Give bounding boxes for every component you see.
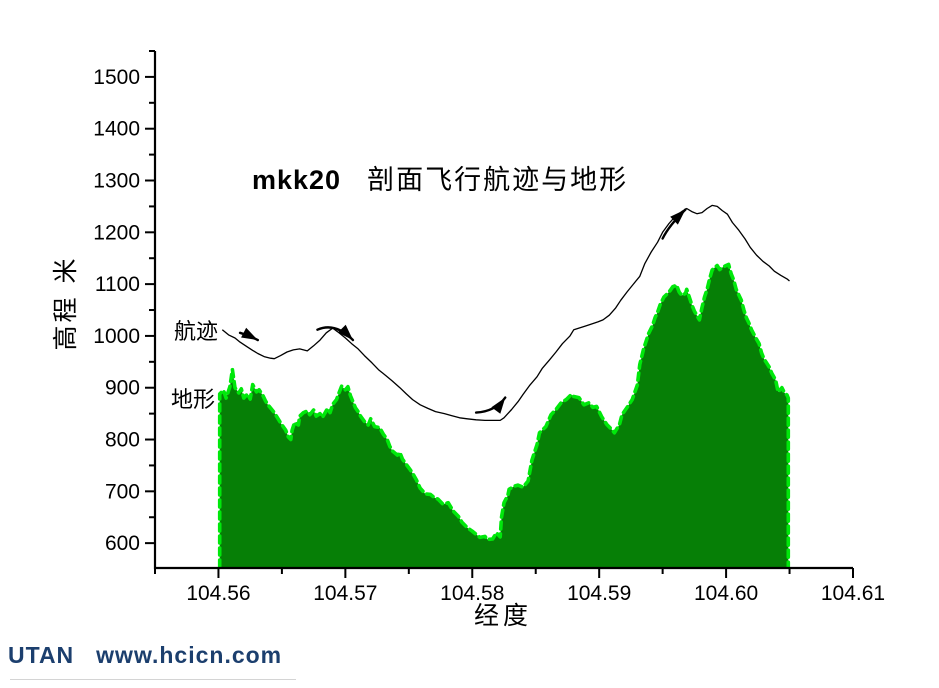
- x-axis-label: 经度: [473, 601, 533, 630]
- direction-arrow-head: [241, 327, 258, 341]
- y-tick-label: 600: [105, 532, 140, 555]
- y-tick-label: 1500: [93, 66, 140, 89]
- watermark: UTAN www.hcicn.com: [8, 642, 282, 669]
- trajectory-annotation: 航迹: [174, 320, 219, 345]
- y-tick-label: 1400: [93, 118, 140, 141]
- chart-title-code: mkk20: [252, 165, 342, 195]
- terrain-area: [219, 264, 789, 567]
- y-tick-label: 1100: [95, 273, 140, 296]
- direction-arrow-head: [491, 397, 506, 414]
- y-tick-label: 800: [105, 429, 140, 452]
- chart-title: mkk20 剖面飞行航迹与地形: [252, 158, 628, 197]
- y-tick-label: 900: [105, 377, 140, 400]
- y-axis-label: 高程 米: [51, 255, 80, 351]
- x-tick-label: 104.59: [567, 582, 631, 605]
- watermark-brand: UTAN: [8, 642, 75, 668]
- y-tick-label: 700: [105, 480, 140, 503]
- direction-arrow-head: [670, 209, 686, 225]
- watermark-underline: [10, 679, 296, 680]
- x-tick-label: 104.56: [186, 582, 250, 605]
- x-tick-label: 104.60: [694, 582, 758, 605]
- trajectory-line: [221, 204, 790, 422]
- terrain-annotation: 地形: [171, 388, 216, 413]
- y-tick-label: 1300: [93, 170, 140, 193]
- direction-arrow-head: [337, 324, 353, 341]
- chart-title-text: 剖面飞行航迹与地形: [367, 165, 629, 196]
- x-tick-label: 104.57: [313, 582, 377, 605]
- x-tick-label: 104.58: [440, 582, 504, 605]
- x-tick-label: 104.61: [821, 582, 885, 605]
- y-tick-label: 1000: [93, 325, 140, 348]
- terrain-outline: [217, 262, 791, 569]
- y-tick-label: 1200: [93, 221, 140, 244]
- watermark-url: www.hcicn.com: [96, 642, 283, 668]
